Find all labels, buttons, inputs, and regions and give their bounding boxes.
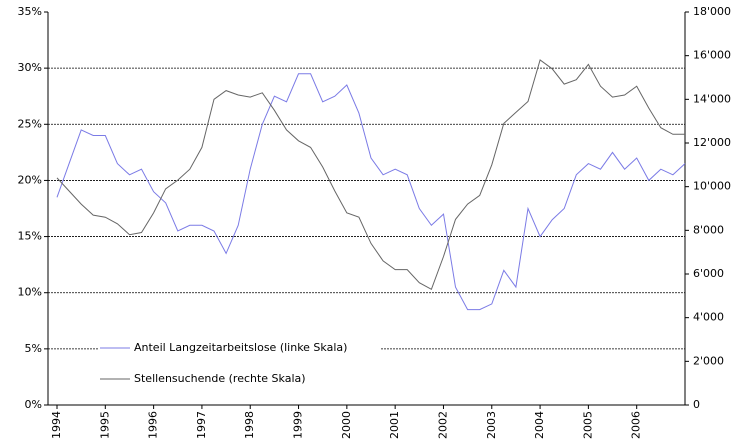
x-tick-label: 2000 bbox=[340, 411, 353, 439]
legend-label: Stellensuchende (rechte Skala) bbox=[134, 372, 306, 385]
y2-tick-label: 2'000 bbox=[693, 354, 724, 367]
y-tick-label: 10% bbox=[18, 286, 42, 299]
y2-tick-label: 4'000 bbox=[693, 311, 724, 324]
legend-label: Anteil Langzeitarbeitslose (linke Skala) bbox=[134, 341, 347, 354]
y2-tick-label: 16'000 bbox=[693, 49, 731, 62]
y2-tick-label: 12'000 bbox=[693, 136, 731, 149]
y-tick-label: 20% bbox=[18, 173, 42, 186]
y-tick-label: 25% bbox=[18, 117, 42, 130]
x-tick-label: 2006 bbox=[630, 411, 643, 439]
x-tick-label: 1996 bbox=[147, 411, 160, 439]
y-tick-label: 5% bbox=[25, 342, 42, 355]
x-tick-label: 1999 bbox=[292, 411, 305, 439]
y2-tick-label: 6'000 bbox=[693, 267, 724, 280]
y2-tick-label: 0 bbox=[693, 398, 700, 411]
x-tick-label: 2001 bbox=[388, 411, 401, 439]
y2-tick-label: 10'000 bbox=[693, 180, 731, 193]
x-tick-label: 1995 bbox=[98, 411, 111, 439]
x-tick-label: 2002 bbox=[436, 411, 449, 439]
legend-background bbox=[98, 334, 380, 392]
x-tick-label: 1997 bbox=[195, 411, 208, 439]
y-tick-label: 0% bbox=[25, 398, 42, 411]
x-tick-label: 2004 bbox=[533, 411, 546, 439]
x-tick-label: 1998 bbox=[243, 411, 256, 439]
x-tick-label: 2005 bbox=[581, 411, 594, 439]
y-tick-label: 30% bbox=[18, 61, 42, 74]
x-tick-label: 2003 bbox=[485, 411, 498, 439]
y-tick-label: 35% bbox=[18, 5, 42, 18]
data-line bbox=[56, 73, 686, 311]
x-tick-label: 1994 bbox=[50, 411, 63, 439]
y-tick-label: 15% bbox=[18, 230, 42, 243]
y2-tick-label: 8'000 bbox=[693, 223, 724, 236]
y2-tick-label: 18'000 bbox=[693, 5, 731, 18]
data-line bbox=[56, 59, 685, 291]
y2-tick-label: 14'000 bbox=[693, 92, 731, 105]
